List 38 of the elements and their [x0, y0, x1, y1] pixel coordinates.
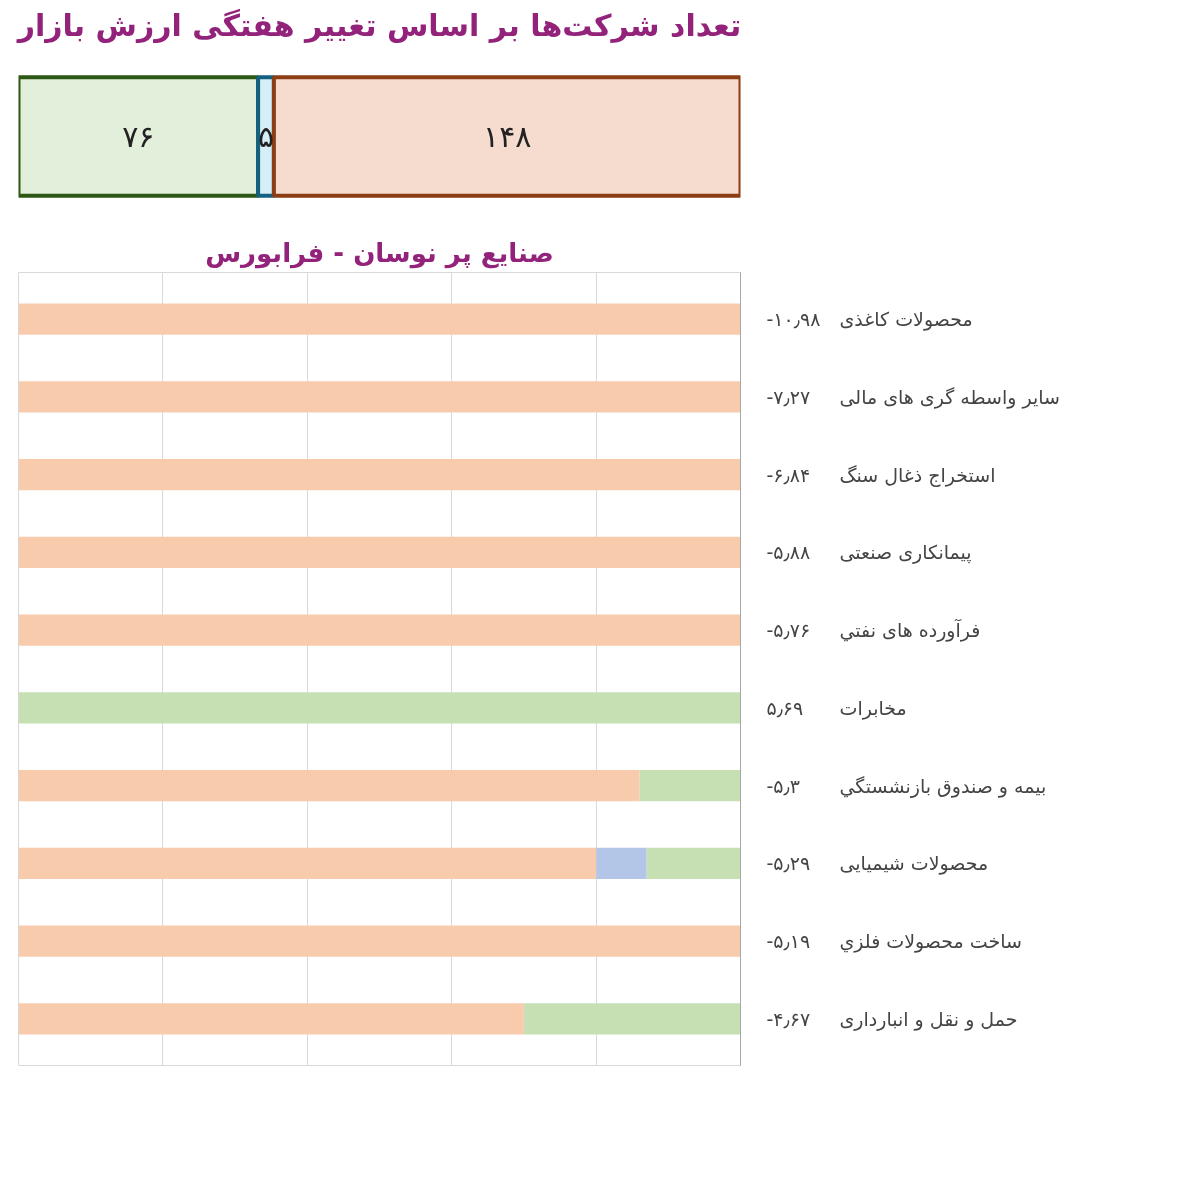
text: -۱۰٫۹۸ — [766, 308, 821, 331]
data-label: ۷۶ — [122, 119, 155, 154]
y-tick-label: استخراج ذغال سنگ — [839, 463, 996, 487]
bar — [18, 1003, 524, 1035]
y-tick-label: پیمانکاری صنعتی — [839, 541, 972, 565]
y-tick-label: محصولات کاغذی — [839, 308, 973, 332]
text: -۵٫۲۹ — [766, 852, 811, 875]
text: -۵٫۷۶ — [766, 619, 811, 642]
text: -۷٫۲۷ — [766, 385, 811, 408]
text: -۵٫۱۹ — [766, 930, 811, 953]
bar — [18, 847, 597, 879]
y-tick-label: مخابرات — [839, 696, 907, 720]
data-label: ۱۴۸ — [483, 119, 532, 154]
y-tick-label: سایر واسطه گری های مالی — [839, 385, 1060, 409]
text: -۴٫۶۷ — [766, 1007, 811, 1030]
bar — [18, 692, 741, 724]
y-tick-label: فرآورده های نفتي — [839, 618, 981, 643]
y-tick-label: حمل و نقل و انبارداری — [839, 1007, 1018, 1031]
text: -۵٫۳ — [766, 774, 800, 797]
bar — [18, 925, 741, 957]
bar — [18, 303, 741, 335]
bar — [639, 770, 741, 802]
y-tick-label: ساخت محصولات فلزي — [839, 930, 1022, 954]
bar — [18, 770, 640, 802]
text: -۵٫۸۸ — [766, 541, 811, 564]
bar — [18, 381, 741, 413]
bar — [18, 536, 741, 568]
y-tick-label: بیمه و صندوق بازنشستگي — [839, 774, 1047, 798]
text: -۶٫۸۴ — [766, 463, 811, 486]
text: ۵٫۶۹ — [766, 696, 804, 719]
chart-title: صنایع پر نوسان - فرابورس — [205, 237, 554, 269]
bar — [523, 1003, 741, 1035]
bar — [596, 847, 647, 879]
chart-title: تعداد شرکت‌ها بر اساس تغییر هفتگی ارزش بازار — [15, 7, 742, 43]
bar — [18, 614, 741, 646]
bar — [18, 459, 741, 491]
y-tick-label: محصولات شیمیایی — [839, 852, 989, 876]
bar — [646, 847, 741, 879]
